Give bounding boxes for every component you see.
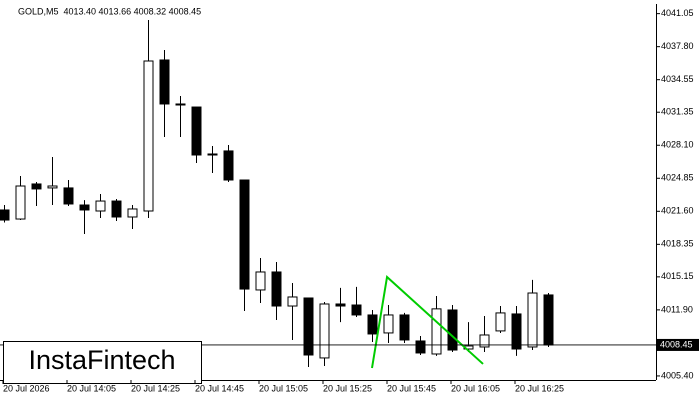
- candle-body: [543, 294, 554, 346]
- x-tick-label: 20 Jul 15:45: [387, 383, 436, 393]
- candle-body: [335, 303, 346, 307]
- y-tick-label: 4034.55: [661, 74, 694, 84]
- x-tick-label: 20 Jul 14:25: [131, 383, 180, 393]
- x-tick-label: 20 Jul 16:05: [451, 383, 500, 393]
- candle-body: [399, 314, 410, 341]
- candle-body: [95, 200, 106, 212]
- candle-body: [367, 314, 378, 335]
- candle-body: [111, 200, 122, 218]
- candle-body: [191, 106, 202, 156]
- y-tick-label: 4011.90: [661, 304, 693, 314]
- candle-body: [223, 150, 234, 181]
- candle-body: [175, 103, 186, 106]
- candle-body: [79, 204, 90, 211]
- chart-title: GOLD,M5 4013.40 4013.66 4008.32 4008.45: [18, 6, 201, 16]
- x-tick-label: 20 Jul 15:25: [323, 383, 372, 393]
- y-tick-label: 4018.35: [661, 239, 694, 249]
- candle-body: [351, 304, 362, 316]
- y-tick-label: 4005.40: [661, 370, 694, 380]
- candle-body: [207, 153, 218, 156]
- y-tick-label: 4024.85: [661, 173, 694, 183]
- candle-body: [527, 292, 538, 348]
- x-tick-label: 20 Jul 14:05: [67, 383, 116, 393]
- candle-body: [0, 209, 10, 221]
- current-price-label: 4008.45: [660, 339, 693, 349]
- candle-body: [127, 208, 138, 218]
- candle-body: [495, 312, 506, 332]
- y-tick-label: 4031.35: [661, 107, 694, 117]
- candle-body: [47, 185, 58, 189]
- x-tick-label: 20 Jul 2026: [3, 383, 50, 393]
- candle-body: [287, 296, 298, 307]
- candle-body: [31, 183, 42, 190]
- candle-body: [447, 309, 458, 351]
- watermark: InstaFintech: [28, 345, 175, 375]
- candle-body: [415, 340, 426, 354]
- x-tick-label: 20 Jul 15:05: [259, 383, 308, 393]
- candle-body: [143, 60, 154, 212]
- y-tick-label: 4015.15: [661, 271, 694, 281]
- candle-body: [511, 313, 522, 350]
- current-price-box: [657, 338, 699, 351]
- candle-body: [255, 271, 266, 291]
- candle-body: [271, 271, 282, 307]
- candle-body: [63, 187, 74, 205]
- candle-body: [479, 334, 490, 348]
- candle-body: [319, 303, 330, 359]
- candle-body: [303, 297, 314, 356]
- x-tick-label: 20 Jul 16:25: [515, 383, 564, 393]
- candle-body: [159, 59, 170, 105]
- y-tick-label: 4037.80: [661, 41, 694, 51]
- marks: [0, 20, 656, 369]
- watermark-box: [3, 341, 202, 384]
- y-tick-label: 4041.05: [661, 8, 694, 18]
- pattern-line: [371, 274, 484, 369]
- candle-body: [239, 179, 250, 290]
- y-tick-label: 4021.60: [661, 206, 694, 216]
- candle-body: [383, 314, 394, 334]
- candle-body: [431, 308, 442, 355]
- x-tick-label: 20 Jul 14:45: [195, 383, 244, 393]
- candle-body: [15, 185, 26, 220]
- y-tick-label: 4028.10: [661, 140, 694, 150]
